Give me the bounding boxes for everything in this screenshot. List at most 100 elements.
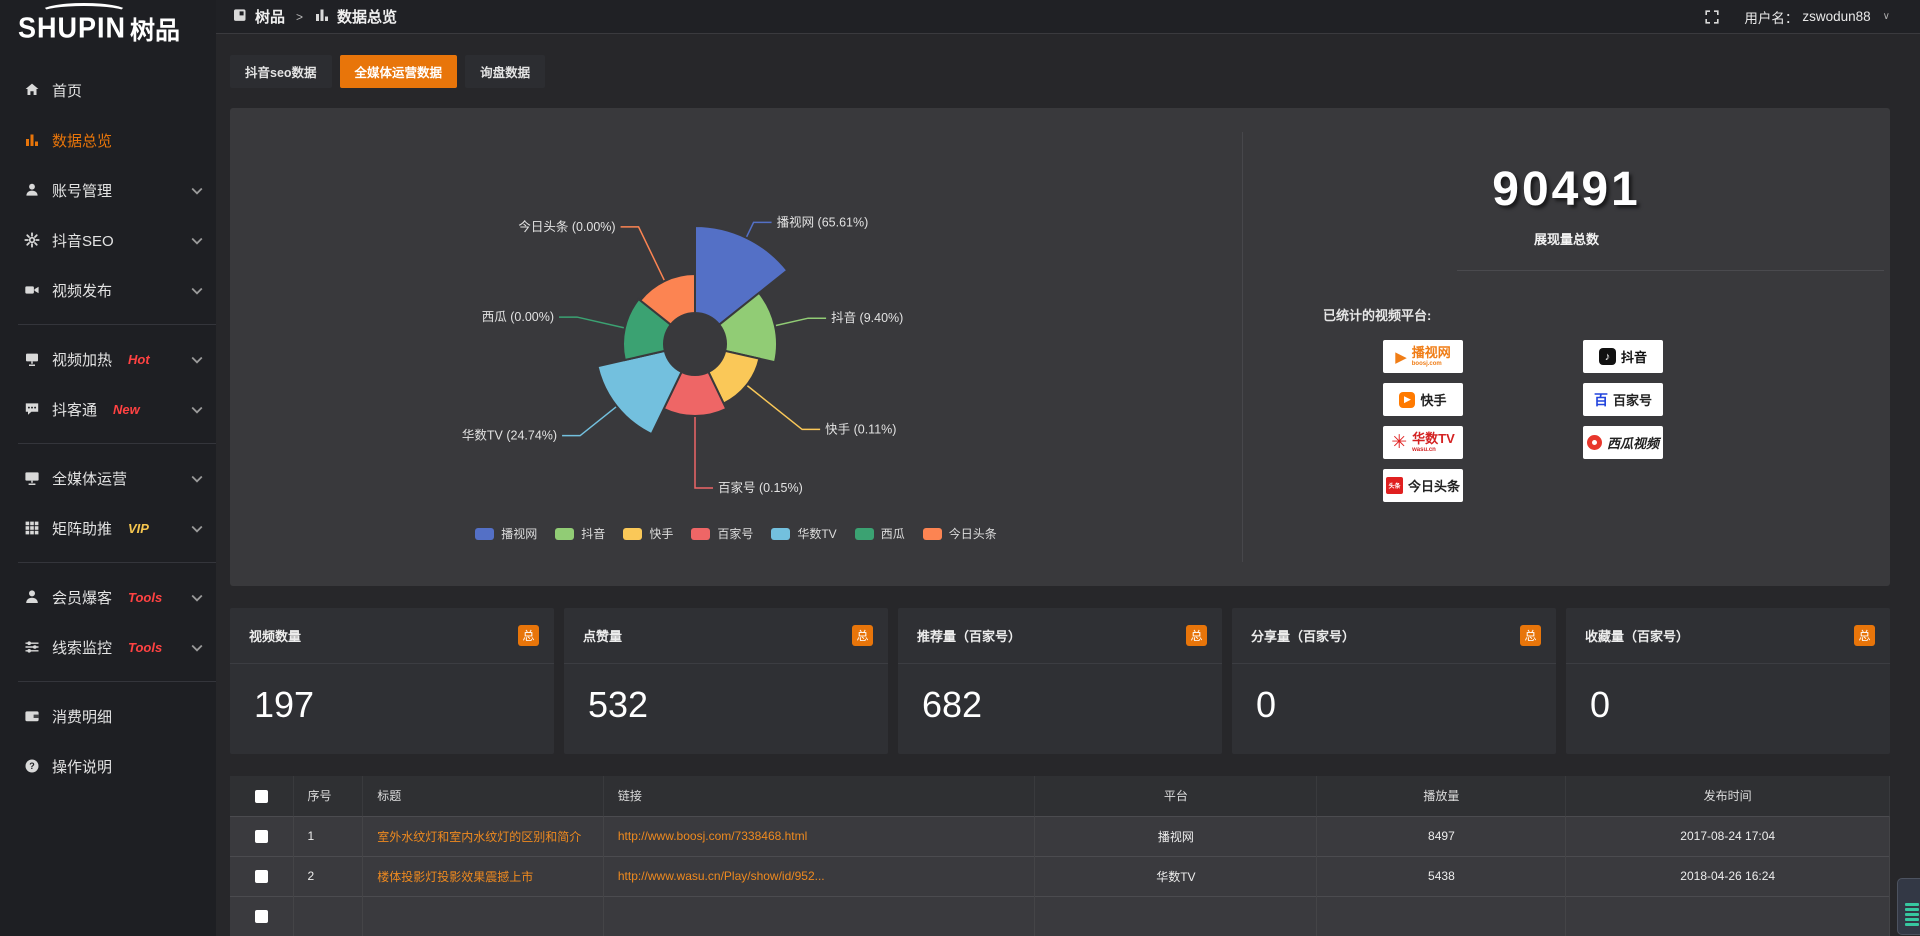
legend-label: 播视网 bbox=[501, 527, 538, 541]
pie-label-西瓜: 西瓜 (0.00%) bbox=[482, 310, 554, 324]
row-checkbox-cell bbox=[230, 895, 294, 936]
cell-platform: 华数TV bbox=[1034, 855, 1318, 896]
boosj-play-icon: ▶ bbox=[1395, 348, 1407, 366]
username[interactable]: zswodun88 bbox=[1802, 9, 1871, 24]
pie-slice-今日头条[interactable] bbox=[638, 272, 696, 327]
impressions-total: 90491 bbox=[1492, 163, 1641, 216]
sidebar-item-label: 矩阵助推 bbox=[52, 520, 113, 538]
table-header-row: 序号 标题 链接 平台 播放量 发布时间 bbox=[230, 776, 1890, 816]
fullscreen-icon[interactable] bbox=[1704, 9, 1720, 25]
douyin-note-icon: ♪ bbox=[1598, 348, 1616, 365]
pie-slice-西瓜[interactable] bbox=[622, 297, 673, 362]
floating-widget[interactable] bbox=[1897, 878, 1920, 935]
stat-cards: 视频数量总 197 点赞量总 532 推荐量（百家号）总 682 分享量（百家号）总 0 收藏量… bbox=[230, 608, 1890, 754]
breadcrumb-root[interactable]: 树品 bbox=[255, 9, 286, 26]
table-row: 2 楼体投影灯投影效果震撼上市 http://www.wasu.cn/Play/sh… bbox=[230, 855, 1890, 896]
breadcrumb[interactable]: 树品 > 数据总览 bbox=[232, 6, 397, 27]
platform-name: 百家号 bbox=[1612, 393, 1652, 408]
row-checkbox[interactable] bbox=[254, 830, 268, 844]
legend-item-华数TV[interactable]: 华数TV bbox=[771, 525, 837, 542]
platform-name: 快手 bbox=[1420, 393, 1447, 408]
pie-label-华数TV: 华数TV (24.74%) bbox=[462, 428, 557, 443]
legend-item-快手[interactable]: 快手 bbox=[623, 525, 673, 542]
rose-chart[interactable]: 播视网 (65.61%) 抖音 (9.40%) 快手 (0.11%) 百家号 (0.1… bbox=[230, 108, 1242, 586]
row-checkbox[interactable] bbox=[254, 910, 268, 924]
sidebar-item-首页[interactable]: 首页 bbox=[0, 65, 216, 115]
kuaishou-icon: ▶ bbox=[1399, 391, 1416, 408]
stat-card-点赞量: 点赞量 总 532 bbox=[564, 608, 888, 754]
sidebar-item-数据总览[interactable]: 数据总览 bbox=[0, 115, 216, 165]
sidebar-item-线索监控[interactable]: 线索监控 Tools bbox=[0, 622, 216, 672]
sidebar-item-矩阵助推[interactable]: 矩阵助推 VIP bbox=[0, 503, 216, 553]
legend-label: 西瓜 bbox=[880, 527, 905, 541]
legend-item-抖音[interactable]: 抖音 bbox=[555, 525, 605, 542]
pie-slice-抖音[interactable] bbox=[717, 291, 778, 364]
toutiao-icon: 头条 bbox=[1385, 477, 1403, 494]
legend-item-今日头条[interactable]: 今日头条 bbox=[922, 525, 997, 542]
video-title-link[interactable]: 楼体投影灯投影效果震撼上市 bbox=[377, 869, 534, 884]
legend-item-百家号[interactable]: 百家号 bbox=[691, 525, 753, 542]
stat-card-value: 682 bbox=[922, 684, 983, 725]
svg-text:?: ? bbox=[29, 761, 35, 771]
video-url-link[interactable]: http://www.boosj.com/7338468.html bbox=[617, 829, 808, 843]
stat-card-header: 推荐量（百家号） 总 bbox=[898, 608, 1222, 664]
sidebar-item-全媒体运营[interactable]: 全媒体运营 bbox=[0, 453, 216, 503]
platform-col-right: ♪ 抖音百百家号西瓜视频 bbox=[1583, 340, 1663, 502]
main-content: 抖音seo数据 全媒体运营数据 询盘数据 播视网 (65.61%) 抖音 (9.40%… bbox=[216, 34, 1920, 936]
sidebar-item-label: 线索监控 bbox=[52, 639, 113, 657]
baijia-icon: 百 bbox=[1593, 391, 1608, 408]
legend-label: 快手 bbox=[649, 527, 674, 541]
legend-swatch bbox=[771, 527, 791, 540]
cell-index bbox=[293, 895, 364, 936]
sidebar-nav: 首页 数据总览 账号管理 抖音SEO 视频发布 视频加热 Hot 抖客通 New 全媒体运营 矩阵助… bbox=[0, 57, 216, 791]
sidebar-item-抖客通[interactable]: 抖客通 New bbox=[0, 384, 216, 434]
platform-name: 西瓜视频 bbox=[1606, 436, 1659, 451]
sidebar-item-label: 抖音SEO bbox=[52, 232, 114, 250]
table-header-checkbox-cell bbox=[230, 776, 294, 816]
pie-label-line-华数TV bbox=[562, 406, 617, 437]
legend-label: 抖音 bbox=[581, 527, 606, 541]
gear-icon bbox=[24, 232, 40, 248]
sidebar-item-label: 操作说明 bbox=[52, 758, 113, 776]
pie-label-快手: 快手 (0.11%) bbox=[825, 422, 896, 436]
sidebar-item-label: 视频发布 bbox=[52, 282, 113, 300]
sidebar-divider bbox=[18, 681, 216, 682]
video-table: 序号 标题 链接 平台 播放量 发布时间 1 室外水纹灯和室内水纹灯的区别和简介 http:/… bbox=[230, 776, 1890, 936]
xigua-icon bbox=[1586, 435, 1602, 450]
table-row bbox=[230, 895, 1890, 936]
sidebar-item-会员爆客[interactable]: 会员爆客 Tools bbox=[0, 572, 216, 622]
chevron-down-icon bbox=[189, 233, 203, 246]
app-logo[interactable]: SHUPIN 树品 bbox=[0, 0, 216, 57]
video-title-link[interactable]: 室外水纹灯和室内水纹灯的区别和简介 bbox=[377, 829, 582, 844]
sidebar-item-操作说明[interactable]: ? 操作说明 bbox=[0, 741, 216, 791]
table-header-标题: 标题 bbox=[362, 776, 604, 816]
pie-slice-华数TV[interactable] bbox=[596, 349, 683, 436]
platform-name: 华数TV bbox=[1412, 431, 1455, 446]
sidebar-item-抖音SEO[interactable]: 抖音SEO bbox=[0, 215, 216, 265]
user-chevron-icon[interactable]: ∨ bbox=[1882, 11, 1890, 22]
cell-title: 楼体投影灯投影效果震撼上市 bbox=[362, 855, 604, 896]
pie-slice-播视网[interactable] bbox=[694, 224, 789, 327]
select-all-checkbox[interactable] bbox=[254, 789, 268, 803]
sidebar-item-视频发布[interactable]: 视频发布 bbox=[0, 265, 216, 315]
table-header-播放量: 播放量 bbox=[1316, 776, 1567, 816]
stat-card-value: 0 bbox=[1590, 684, 1611, 725]
tab-全媒体运营数据[interactable]: 全媒体运营数据 bbox=[339, 55, 458, 88]
sidebar-item-消费明细[interactable]: 消费明细 bbox=[0, 691, 216, 741]
legend-item-西瓜[interactable]: 西瓜 bbox=[854, 525, 905, 542]
chevron-down-icon bbox=[189, 402, 203, 415]
pie-label-抖音: 抖音 (9.40%) bbox=[831, 310, 903, 325]
screen-icon bbox=[24, 351, 40, 367]
sidebar-item-账号管理[interactable]: 账号管理 bbox=[0, 165, 216, 215]
tab-抖音seo数据[interactable]: 抖音seo数据 bbox=[230, 55, 332, 88]
sidebar-item-视频加热[interactable]: 视频加热 Hot bbox=[0, 334, 216, 384]
tab-询盘数据[interactable]: 询盘数据 bbox=[465, 55, 546, 88]
video-url-link[interactable]: http://www.wasu.cn/Play/show/id/952... bbox=[617, 869, 825, 883]
legend-item-播视网[interactable]: 播视网 bbox=[475, 525, 537, 542]
video-table-wrap: 序号 标题 链接 平台 播放量 发布时间 1 室外水纹灯和室内水纹灯的区别和简介 http:/… bbox=[230, 776, 1890, 936]
row-checkbox[interactable] bbox=[254, 870, 268, 884]
total-badge: 总 bbox=[1186, 625, 1207, 646]
rose-chart-svg[interactable]: 播视网 (65.61%) 抖音 (9.40%) 快手 (0.11%) 百家号 (0.1… bbox=[230, 114, 1242, 544]
platform-badge-抖音: ♪ 抖音 bbox=[1583, 340, 1663, 373]
